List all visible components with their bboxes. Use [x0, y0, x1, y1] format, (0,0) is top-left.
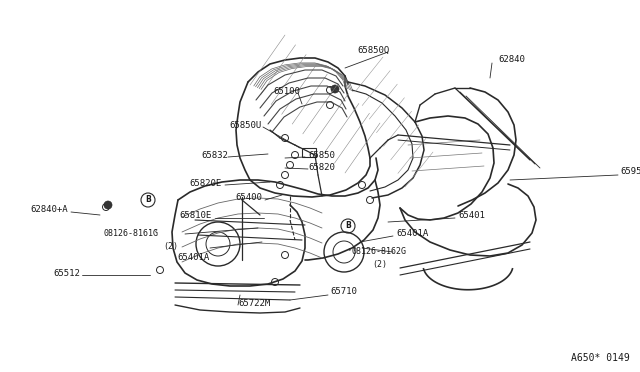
Text: 65850U: 65850U	[230, 121, 262, 129]
Circle shape	[331, 85, 339, 93]
Text: 65100: 65100	[273, 87, 300, 96]
Text: 65401A: 65401A	[178, 253, 210, 263]
Text: 65820: 65820	[308, 163, 335, 171]
Text: 08126-8161G: 08126-8161G	[103, 228, 158, 237]
Text: 65400: 65400	[235, 193, 262, 202]
Text: B: B	[145, 196, 151, 205]
Text: 62840+A: 62840+A	[30, 205, 68, 215]
Text: 65820E: 65820E	[189, 179, 222, 187]
Text: (2): (2)	[372, 260, 387, 269]
Text: °: °	[154, 230, 157, 236]
Text: 65401: 65401	[458, 211, 485, 219]
Text: 65950R: 65950R	[620, 167, 640, 176]
Text: 08126-8162G: 08126-8162G	[352, 247, 407, 257]
Text: 65722M: 65722M	[238, 298, 270, 308]
Text: B: B	[345, 221, 351, 231]
Text: (2): (2)	[163, 241, 178, 250]
Text: 65850Q: 65850Q	[358, 45, 390, 55]
Text: 65832: 65832	[201, 151, 228, 160]
Text: °: °	[348, 249, 351, 255]
Bar	[302, 148, 316, 157]
Circle shape	[104, 201, 112, 209]
Text: 65512: 65512	[53, 269, 80, 279]
Text: A650* 0149: A650* 0149	[572, 353, 630, 363]
Text: 65850: 65850	[308, 151, 335, 160]
Text: 65710: 65710	[330, 288, 357, 296]
Text: 62840: 62840	[498, 55, 525, 64]
Text: 65810E: 65810E	[180, 212, 212, 221]
Text: 65401A: 65401A	[396, 230, 428, 238]
